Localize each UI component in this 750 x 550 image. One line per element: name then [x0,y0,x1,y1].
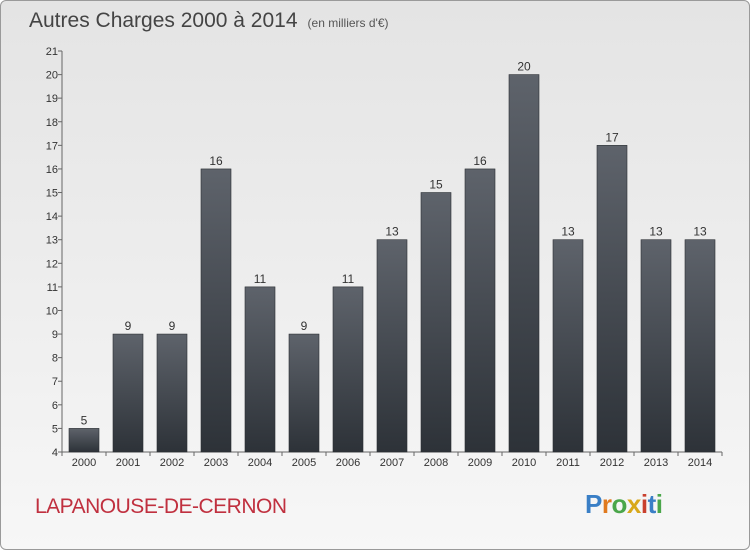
y-tick-label: 4 [52,447,58,459]
town-name: LAPANOUSE-DE-CERNON [35,495,287,518]
y-tick-label: 15 [46,188,58,200]
y-tick-label: 7 [52,376,58,388]
bars [68,74,716,453]
bar [68,428,100,453]
value-label: 9 [125,319,132,333]
y-tick-label: 13 [46,235,58,247]
bar [640,239,672,453]
bar [684,239,716,453]
bar [332,286,364,453]
bar [596,145,628,453]
value-label: 16 [473,154,487,168]
value-label: 13 [693,225,707,239]
title-unit: (en milliers d'€) [307,16,389,30]
x-tick-label: 2007 [380,457,404,469]
x-tick-label: 2006 [336,457,360,469]
bar [508,74,540,453]
bar [464,168,496,453]
value-label: 5 [81,413,88,427]
y-tick-label: 19 [46,93,58,105]
y-tick-label: 5 [52,423,58,435]
bar [420,192,452,453]
bar [244,286,276,453]
y-tick-label: 20 [46,70,58,82]
value-label: 20 [517,60,531,74]
y-tick-label: 12 [46,258,58,270]
y-tick-label: 14 [46,211,58,223]
y-tick-label: 17 [46,140,58,152]
logo-letter: i [655,489,663,519]
x-tick-label: 2001 [116,457,140,469]
value-label: 15 [429,178,443,192]
value-label: 17 [605,130,619,144]
x-tick-label: 2002 [160,457,184,469]
value-label: 13 [385,225,399,239]
x-tick-label: 2004 [248,457,272,469]
proxiti-logo: Proxiti [585,489,663,520]
value-label: 16 [209,154,223,168]
y-tick-label: 21 [46,46,58,58]
y-tick-label: 8 [52,353,58,365]
x-tick-label: 2000 [72,457,96,469]
y-tick-label: 18 [46,117,58,129]
logo-letter: o [611,489,627,519]
logo-letter: P [585,489,602,519]
x-tick-label: 2009 [468,457,492,469]
value-label: 11 [254,272,267,286]
chart-title: Autres Charges 2000 à 2014 (en milliers d… [29,9,389,33]
logo-letter: i [640,489,648,519]
logo-letter: r [601,489,612,519]
y-tick-label: 9 [52,329,58,341]
x-tick-label: 2011 [556,457,580,469]
x-tick-label: 2008 [424,457,448,469]
x-tick-label: 2013 [644,457,668,469]
value-labels: 5 9 9 16 11 9 11 13 15 16 20 13 17 13 13 [81,60,707,428]
y-tick-label: 10 [46,305,58,317]
logo-letter: x [626,489,641,519]
bar [156,333,188,453]
title-text: Autres Charges 2000 à 2014 [29,9,298,32]
y-tick-label: 16 [46,164,58,176]
value-label: 11 [342,272,355,286]
value-label: 9 [169,319,176,333]
bar [200,168,232,453]
bar [112,333,144,453]
x-tick-label: 2003 [204,457,228,469]
y-tick-label: 11 [47,282,58,294]
bar [552,239,584,453]
value-label: 13 [649,225,663,239]
value-label: 13 [561,225,575,239]
logo-letter: t [647,489,657,519]
bar [376,239,408,453]
x-tick-label: 2010 [512,457,536,469]
value-label: 9 [301,319,308,333]
x-tick-label: 2014 [688,457,712,469]
x-tick-label: 2012 [600,457,624,469]
bar [288,333,320,453]
x-tick-label: 2005 [292,457,316,469]
y-tick-label: 6 [52,400,58,412]
